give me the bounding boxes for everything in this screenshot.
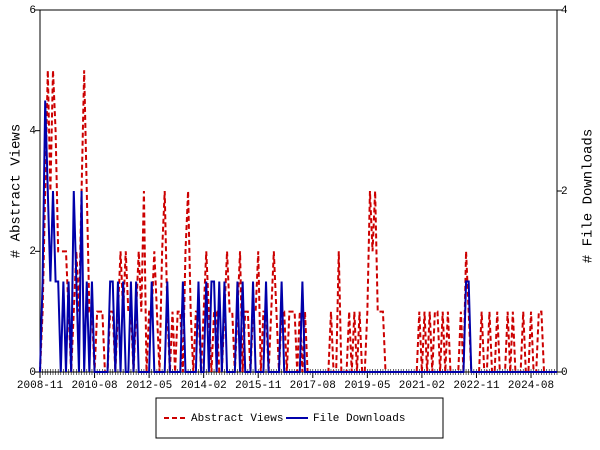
y2-axis-label: # File Downloads xyxy=(581,129,597,263)
x-tick-label: 2019-05 xyxy=(344,380,390,392)
y-axis-label: # Abstract Views xyxy=(9,124,25,258)
series-line xyxy=(39,70,557,373)
y-tick-label: 6 xyxy=(29,5,36,17)
x-tick-label: 2008-11 xyxy=(17,380,64,392)
series-line xyxy=(39,100,557,373)
plot-frame xyxy=(39,9,558,373)
x-tick-label: 2024-08 xyxy=(508,380,554,392)
y-tick-label: 4 xyxy=(29,126,36,138)
legend-label: Abstract Views xyxy=(191,413,283,425)
y2-tick-label: 4 xyxy=(561,5,568,17)
x-tick-label: 2015-11 xyxy=(235,380,282,392)
x-tick-label: 2012-05 xyxy=(126,380,172,392)
legend-label: File Downloads xyxy=(313,413,405,425)
x-tick-label: 2017-08 xyxy=(290,380,336,392)
x-tick-label: 2021-02 xyxy=(399,380,445,392)
y2-tick-label: 0 xyxy=(561,367,568,379)
y-tick-label: 2 xyxy=(29,246,36,258)
x-tick-label: 2010-08 xyxy=(71,380,117,392)
y2-tick-label: 2 xyxy=(561,186,568,198)
x-tick-label: 2022-11 xyxy=(453,380,500,392)
y-tick-label: 0 xyxy=(29,367,36,379)
x-tick-label: 2014-02 xyxy=(181,380,227,392)
